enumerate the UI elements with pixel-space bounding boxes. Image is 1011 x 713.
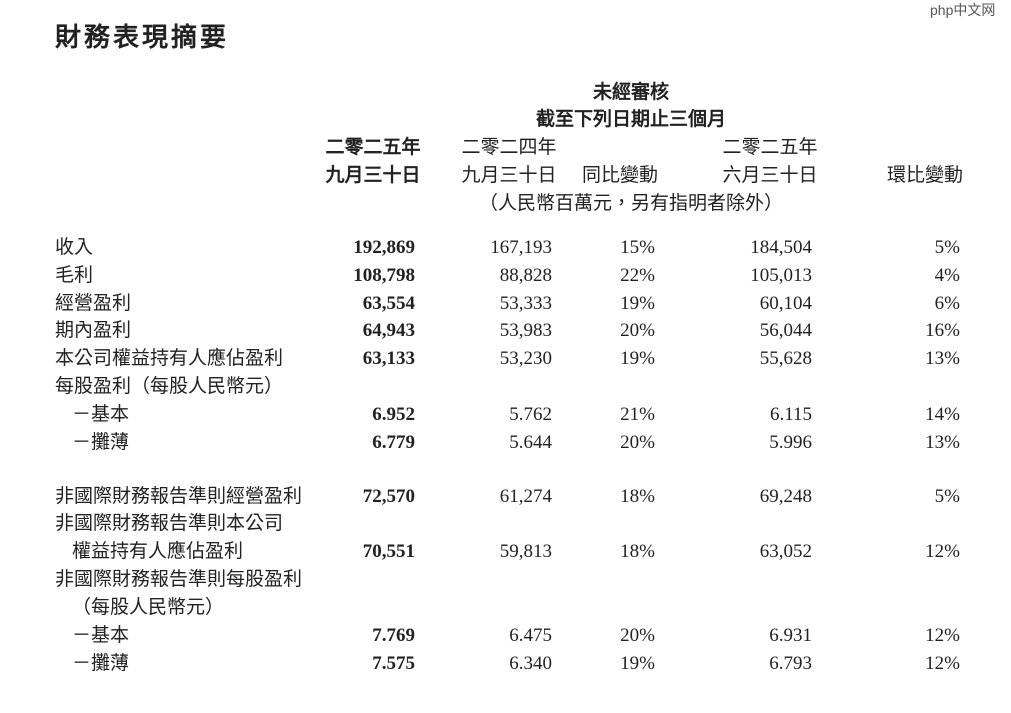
cell: 6.115 (769, 404, 812, 425)
cell: 15% (620, 237, 655, 258)
row-label: 非國際財務報告準則每股盈利 (55, 569, 303, 590)
row-label: －攤薄 (72, 432, 130, 453)
cell: 56,044 (759, 320, 812, 341)
cell: 53,230 (499, 348, 552, 369)
cell: 53,333 (499, 293, 552, 314)
cell: 6.779 (372, 432, 415, 453)
cell: 64,943 (362, 320, 415, 341)
cell: 108,798 (353, 265, 415, 286)
row-label: 毛利 (55, 265, 94, 286)
cell: 60,104 (759, 293, 812, 314)
cell: 61,274 (499, 486, 552, 507)
cell: 6.931 (769, 625, 812, 646)
column-header: 二零二四年 (461, 137, 557, 158)
cell: 22% (620, 265, 655, 286)
cell: 12% (925, 653, 960, 674)
cell: 19% (620, 348, 655, 369)
cell: 63,052 (759, 541, 812, 562)
cell: 16% (925, 320, 960, 341)
column-header: 二零二五年 (722, 137, 818, 158)
cell: 13% (925, 432, 960, 453)
cell: 184,504 (750, 237, 812, 258)
cell: 6.475 (509, 625, 552, 646)
column-header: 九月三十日 (325, 165, 421, 186)
cell: 6% (934, 293, 960, 314)
group-header: 未經審核 (592, 82, 670, 103)
row-label: 經營盈利 (55, 293, 132, 314)
column-header: 九月三十日 (461, 165, 557, 186)
cell: 167,193 (490, 237, 552, 258)
row-label: 收入 (55, 237, 94, 258)
cell: 5% (934, 237, 960, 258)
cell: 6.340 (509, 653, 552, 674)
cell: 53,983 (499, 320, 552, 341)
row-label: 本公司權益持有人應佔盈利 (55, 348, 284, 369)
cell: 7.575 (372, 653, 415, 674)
cell: 12% (925, 625, 960, 646)
cell: 72,570 (362, 486, 415, 507)
cell: 7.769 (372, 625, 415, 646)
title: 財務表現摘要 (55, 22, 230, 52)
row-label: 權益持有人應佔盈利 (72, 541, 244, 562)
cell: 63,554 (362, 293, 415, 314)
cell: 55,628 (759, 348, 812, 369)
cell: 5% (934, 486, 960, 507)
row-label: 非國際財務報告準則經營盈利 (55, 486, 303, 507)
watermark: php中文网 (930, 2, 996, 18)
row-label: 非國際財務報告準則本公司 (55, 513, 284, 534)
cell: 20% (620, 625, 655, 646)
row-label: －基本 (72, 625, 130, 646)
row-label: －攤薄 (72, 653, 130, 674)
cell: 88,828 (499, 265, 552, 286)
cell: 5.996 (769, 432, 812, 453)
row-label: 每股盈利（每股人民幣元） (55, 376, 284, 397)
cell: 12% (925, 541, 960, 562)
cell: 20% (620, 432, 655, 453)
cell: 6.952 (372, 404, 415, 425)
row-label: 期內盈利 (55, 320, 132, 341)
cell: 14% (925, 404, 960, 425)
cell: 5.644 (509, 432, 552, 453)
cell: 105,013 (750, 265, 812, 286)
unit-note: （人民幣百萬元，另有指明者除外） (478, 193, 784, 214)
cell: 70,551 (362, 541, 415, 562)
cell: 6.793 (769, 653, 812, 674)
row-label: （每股人民幣元） (72, 597, 225, 618)
cell: 18% (620, 541, 655, 562)
cell: 192,869 (353, 237, 415, 258)
row-label: －基本 (72, 404, 130, 425)
cell: 13% (925, 348, 960, 369)
cell: 20% (620, 320, 655, 341)
cell: 59,813 (499, 541, 552, 562)
column-header: 環比變動 (886, 165, 964, 186)
group-header: 截至下列日期止三個月 (535, 109, 727, 130)
column-header: 六月三十日 (722, 165, 818, 186)
cell: 69,248 (759, 486, 812, 507)
cell: 4% (934, 265, 960, 286)
cell: 5.762 (509, 404, 552, 425)
column-header: 二零二五年 (325, 137, 421, 158)
column-header: 同比變動 (581, 165, 659, 186)
cell: 19% (620, 293, 655, 314)
cell: 19% (620, 653, 655, 674)
cell: 18% (620, 486, 655, 507)
cell: 63,133 (362, 348, 415, 369)
cell: 21% (620, 404, 655, 425)
